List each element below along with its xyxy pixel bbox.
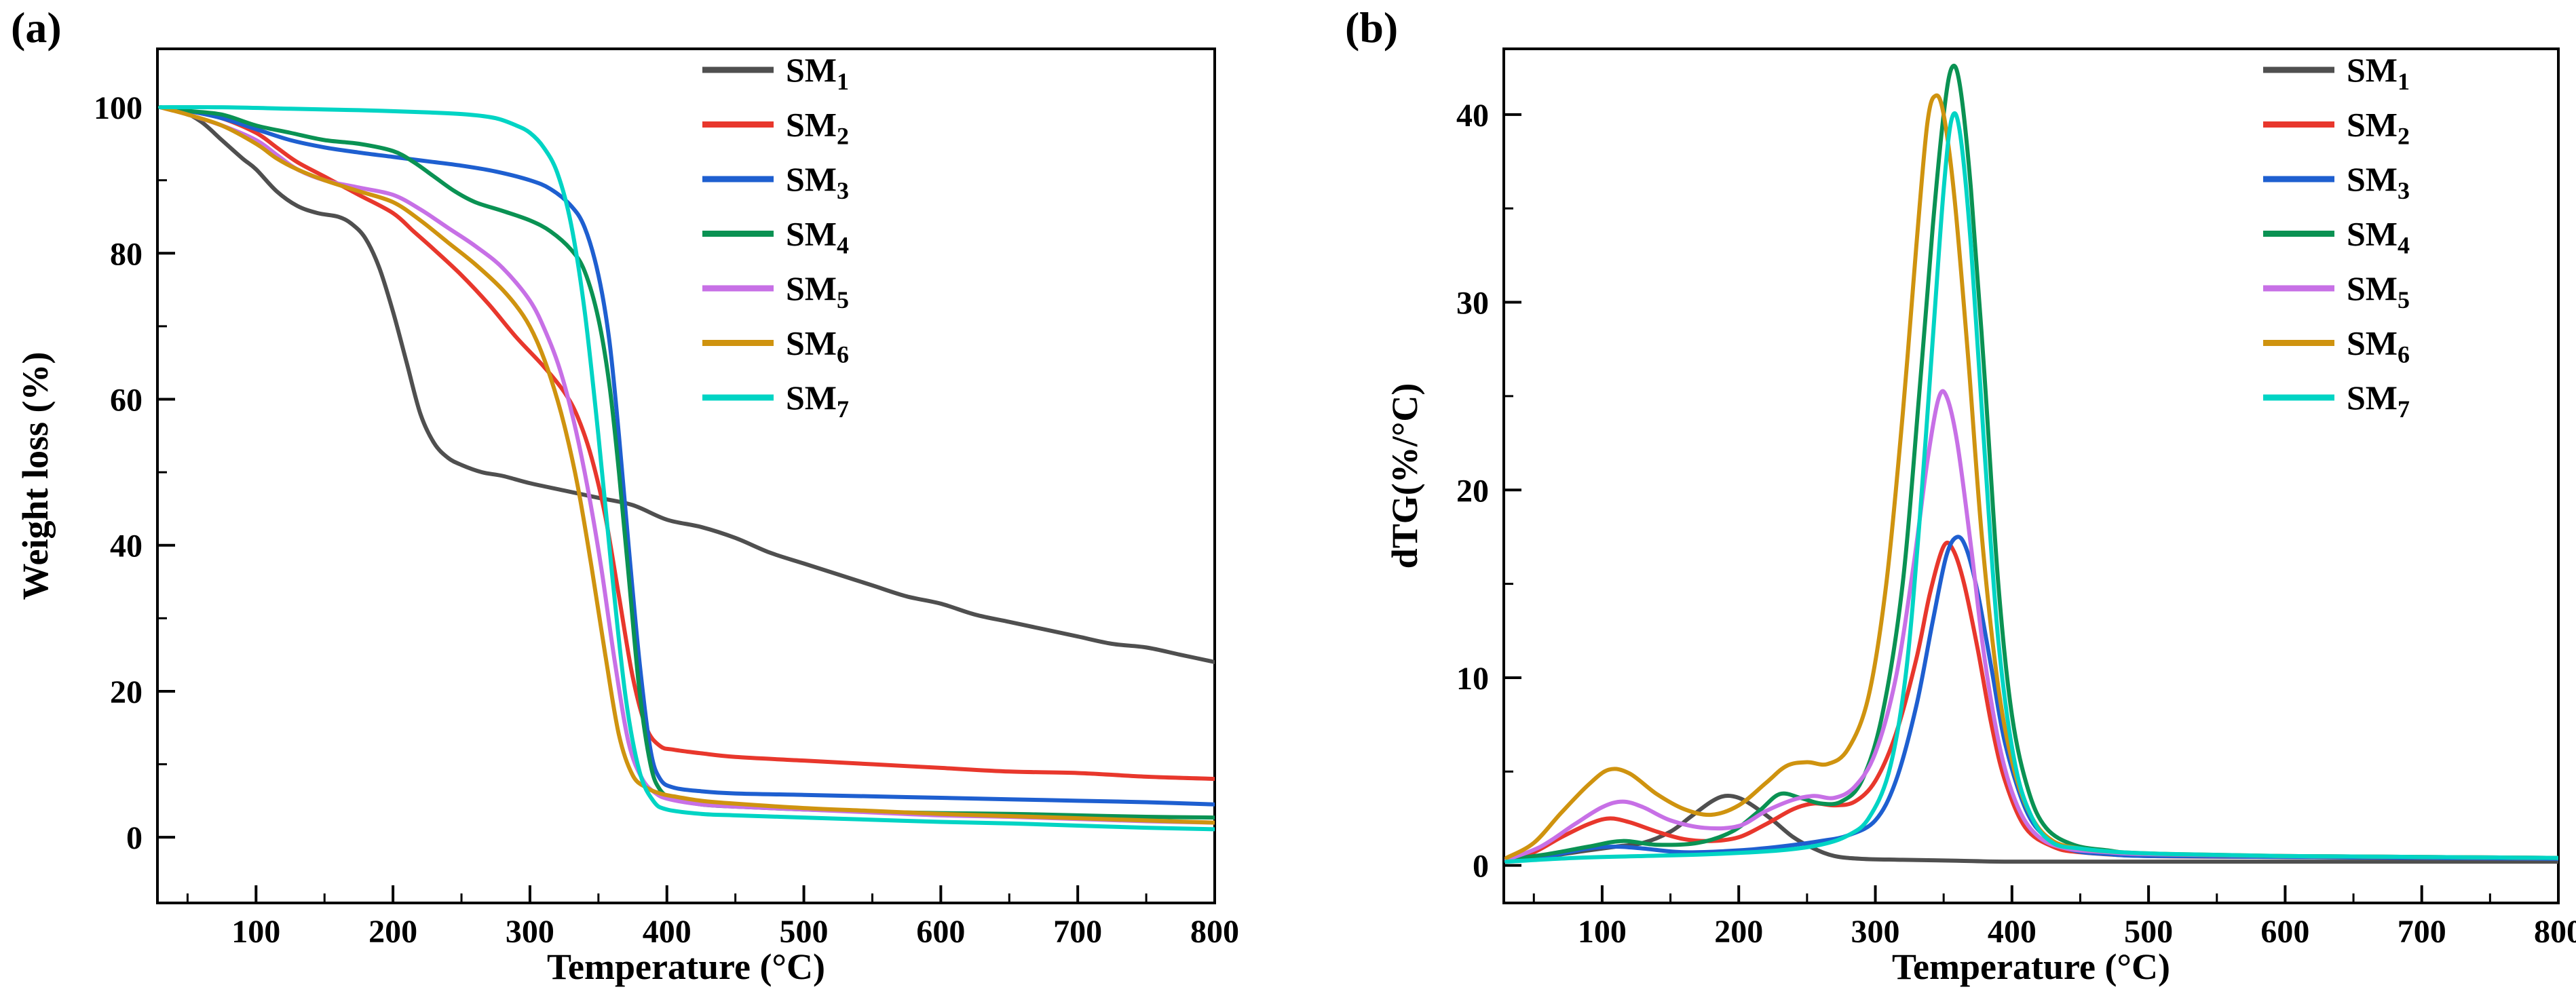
legend-label-SM4: SM4: [786, 215, 849, 259]
panel-b-label: (b): [1345, 3, 1399, 52]
panel-a-tga: (a) 100 200 300 400 500 600 700 800 0 20 40 60 80 100…: [11, 3, 1239, 987]
y-tick-label: 0: [126, 820, 143, 856]
series-line-SM1: [158, 105, 1215, 664]
series-group: [1504, 63, 2558, 864]
legend: SM1 SM2 SM3 SM4 SM5 SM6 SM7: [2263, 51, 2410, 423]
x-tick-label: 500: [780, 914, 829, 950]
panel-a-label: (a): [11, 3, 62, 52]
y-tick-label: 20: [1456, 473, 1489, 509]
y-tick-label: 100: [94, 90, 143, 126]
y-axis-title: Weight loss (%): [15, 351, 56, 600]
series-line-SM7: [1504, 111, 2558, 864]
chart-a-weight-loss: 100 200 300 400 500 600 700 800 0 20 40 60 80 100 Temp…: [15, 47, 1239, 987]
legend-label-SM1: SM1: [2347, 51, 2410, 95]
legend-label-SM2: SM2: [2347, 106, 2410, 150]
legend-label-SM1: SM1: [786, 51, 849, 95]
series-line-SM5: [1504, 389, 2558, 862]
legend-label-SM7: SM7: [2347, 379, 2410, 423]
legend-label-SM6: SM6: [786, 324, 849, 368]
x-tick-label: 800: [1190, 914, 1239, 950]
y-tick-label: 0: [1473, 849, 1489, 885]
series-line-SM3: [1504, 535, 2558, 864]
x-tick-label: 100: [1578, 914, 1627, 950]
y-tick-label: 40: [110, 528, 143, 564]
x-tick-label: 600: [2260, 914, 2309, 950]
panel-b-dtg: (b) 100 200 300 400 500 600 700 800 0 10 20 30 40 Tem…: [1288, 0, 2576, 1002]
legend-label-SM4: SM4: [2347, 215, 2410, 259]
y-tick-label: 20: [110, 674, 143, 710]
x-axis-title: Temperature (°C): [547, 946, 825, 987]
x-tick-label: 500: [2124, 914, 2173, 950]
x-tick-label: 700: [1053, 914, 1102, 950]
legend-label-SM5: SM5: [2347, 269, 2410, 313]
y-tick-label: 80: [110, 236, 143, 272]
y-tick-label: 10: [1456, 661, 1489, 697]
chart-b-dtg-curve: 100 200 300 400 500 600 700 800 0 10 20 30 40 Tempera…: [1384, 47, 2576, 987]
x-tick-label: 200: [368, 914, 417, 950]
x-tick-label: 800: [2534, 914, 2576, 950]
series-line-SM2: [1504, 541, 2558, 862]
x-axis-title: Temperature (°C): [1892, 946, 2170, 987]
series-line-SM6: [1504, 93, 2558, 860]
plot-border: [156, 47, 1216, 904]
legend-label-SM2: SM2: [786, 106, 849, 150]
x-tick-label: 400: [643, 914, 692, 950]
x-tick-label: 300: [1851, 914, 1900, 950]
x-tick-label: 100: [231, 914, 280, 950]
x-tick-label: 200: [1714, 914, 1763, 950]
x-tick-label: 700: [2398, 914, 2446, 950]
x-tick-label: 300: [506, 914, 554, 950]
legend-label-SM3: SM3: [786, 160, 849, 204]
x-tick-label: 400: [1988, 914, 2037, 950]
series-line-SM2: [158, 105, 1215, 782]
series-line-SM3: [158, 105, 1215, 807]
y-tick-label: 60: [110, 383, 143, 419]
legend-label-SM3: SM3: [2347, 160, 2410, 204]
plot-border: [1502, 47, 2560, 904]
legend: SM1 SM2 SM3 SM4 SM5 SM6 SM7: [702, 51, 849, 423]
legend-label-SM5: SM5: [786, 269, 849, 313]
legend-label-SM7: SM7: [786, 379, 849, 423]
y-tick-label: 30: [1456, 286, 1489, 322]
x-tick-label: 600: [916, 914, 965, 950]
series-line-SM6: [158, 105, 1215, 825]
series-group: [158, 104, 1215, 832]
series-line-SM7: [158, 104, 1215, 832]
y-tick-label: 40: [1456, 98, 1489, 134]
legend-label-SM6: SM6: [2347, 324, 2410, 368]
y-axis-title: dTG(%/°C): [1384, 383, 1425, 569]
